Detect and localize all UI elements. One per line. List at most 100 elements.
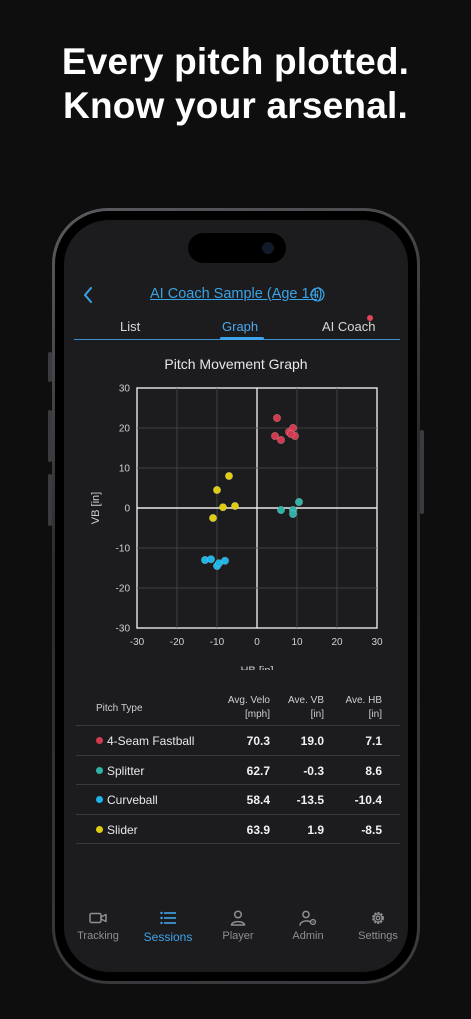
- data-point: [225, 472, 234, 481]
- chart-title: Pitch Movement Graph: [164, 356, 308, 372]
- x-tick-label: 30: [371, 637, 383, 648]
- video-camera-icon: [89, 912, 107, 924]
- headline: Every pitch plotted. Know your arsenal.: [0, 40, 471, 128]
- pitch-summary-table: Pitch Type Avg. Velo [mph] Ave. VB [in] …: [76, 690, 400, 844]
- pitch-color-dot: [96, 796, 103, 803]
- data-point: [271, 431, 280, 440]
- y-tick-label: 20: [119, 424, 131, 435]
- person-gear-icon: [299, 910, 317, 926]
- y-tick-label: 10: [119, 464, 131, 475]
- y-tick-label: -20: [116, 584, 131, 595]
- header-velo: Avg. Velo: [227, 695, 270, 706]
- header-velo-unit: [mph]: [244, 709, 270, 720]
- pitch-type-name: Splitter: [107, 763, 145, 778]
- avg-velo-value: 62.7: [246, 763, 270, 778]
- avg-vb-value: 1.9: [307, 822, 324, 837]
- tabbar-sessions-label: Sessions: [143, 930, 193, 944]
- session-title-link[interactable]: AI Coach Sample (Age 14): [150, 286, 323, 302]
- list-icon: [160, 911, 176, 925]
- avg-vb-value: -0.3: [303, 763, 324, 778]
- pitch-color-dot: [96, 766, 103, 774]
- avg-hb-value: -10.4: [354, 793, 382, 807]
- info-circle-icon[interactable]: [310, 287, 325, 302]
- y-tick-label: 0: [124, 504, 130, 515]
- person-icon: [230, 910, 246, 926]
- avg-hb-value: -8.5: [361, 822, 382, 837]
- avg-hb-value: 8.6: [365, 763, 382, 778]
- chevron-left-icon: [84, 287, 92, 303]
- tabbar-player[interactable]: Player: [203, 910, 273, 942]
- notification-badge: [367, 315, 373, 321]
- x-tick-label: 20: [331, 637, 343, 648]
- tabbar-tracking[interactable]: Tracking: [64, 910, 133, 942]
- data-point: [207, 555, 216, 564]
- y-tick-label: -10: [116, 544, 131, 555]
- pitch-type-name: 4-Seam Fastball: [107, 734, 195, 748]
- front-camera: [262, 242, 274, 254]
- header-pitch-type: Pitch Type: [96, 703, 143, 714]
- phone-action-button: [48, 352, 52, 382]
- tab-graph[interactable]: Graph: [222, 319, 259, 334]
- x-tick-label: -20: [170, 637, 185, 648]
- pitch-color-dot: [96, 737, 103, 744]
- pitch-type-name: Curveball: [107, 793, 158, 807]
- x-tick-label: -10: [210, 637, 225, 648]
- y-tick-label: 30: [119, 384, 131, 395]
- data-point: [277, 506, 286, 515]
- table-row: Slider 63.9 1.9 -8.5: [76, 815, 400, 844]
- avg-hb-value: 7.1: [365, 734, 382, 748]
- dynamic-island: [188, 233, 286, 263]
- data-point: [221, 556, 230, 565]
- tabbar-player-label: Player: [222, 930, 254, 942]
- data-point: [287, 429, 296, 438]
- data-point: [213, 486, 222, 495]
- x-tick-label: 0: [254, 637, 260, 648]
- bottom-tab-bar: Tracking Sessions Player: [64, 910, 408, 960]
- pitch-type-name: Slider: [107, 822, 138, 837]
- tabbar-sessions[interactable]: Sessions: [133, 910, 203, 944]
- table-row: 4-Seam Fastball 70.3 19.0 7.1: [76, 726, 400, 756]
- data-point: [295, 498, 304, 507]
- y-axis-label: VB [in]: [90, 492, 102, 524]
- data-point: [219, 503, 228, 512]
- gear-icon: [372, 912, 384, 924]
- phone-frame: AI Coach Sample (Age 14) List Graph AI C…: [52, 208, 420, 984]
- tab-ai-coach[interactable]: AI Coach: [322, 319, 376, 334]
- avg-velo-value: 63.9: [246, 822, 270, 837]
- avg-velo-value: 58.4: [246, 793, 270, 807]
- app-screen: AI Coach Sample (Age 14) List Graph AI C…: [64, 220, 408, 972]
- back-button[interactable]: [78, 284, 98, 306]
- phone-volume-up-button: [48, 410, 52, 462]
- data-point: [231, 502, 240, 511]
- table-row: Curveball 58.4 -13.5 -10.4: [76, 785, 400, 815]
- data-point: [273, 413, 282, 422]
- header-vb-unit: [in]: [310, 709, 324, 720]
- table-row: Splitter 62.7 -0.3 8.6: [76, 756, 400, 785]
- tab-list[interactable]: List: [120, 319, 141, 334]
- tabbar-admin-label: Admin: [292, 930, 324, 942]
- header-vb: Ave. VB: [288, 695, 324, 706]
- tabbar-tracking-label: Tracking: [77, 930, 119, 942]
- avg-vb-value: -13.5: [296, 793, 324, 807]
- phone-bezel: AI Coach Sample (Age 14) List Graph AI C…: [55, 211, 417, 981]
- table-header: Pitch Type Avg. Velo [mph] Ave. VB [in] …: [76, 690, 400, 726]
- header-hb: Ave. HB: [345, 695, 383, 706]
- x-axis-label: HB [in]: [240, 665, 273, 670]
- data-point: [289, 510, 298, 519]
- phone-power-button: [420, 430, 424, 514]
- pitch-movement-chart: -30 -20 -10 0 10 20 30 30 20 10 0 -10 -20 -30 HB [in] V…: [90, 384, 383, 671]
- y-tick-label: -30: [116, 624, 131, 635]
- tabbar-settings[interactable]: Settings: [343, 910, 408, 942]
- x-tick-label: -30: [130, 637, 145, 648]
- header-hb-unit: [in]: [368, 709, 382, 720]
- nav-header: AI Coach Sample (Age 14): [64, 282, 408, 308]
- tabbar-admin[interactable]: Admin: [273, 910, 343, 942]
- active-tab-indicator: [220, 337, 264, 340]
- segment-tabs: List Graph AI Coach: [74, 312, 400, 340]
- tabbar-settings-label: Settings: [358, 930, 398, 942]
- phone-volume-down-button: [48, 474, 52, 526]
- data-point: [209, 514, 218, 523]
- x-tick-label: 10: [291, 637, 303, 648]
- avg-vb-value: 19.0: [300, 734, 324, 748]
- headline-line-2: Know your arsenal.: [63, 85, 408, 126]
